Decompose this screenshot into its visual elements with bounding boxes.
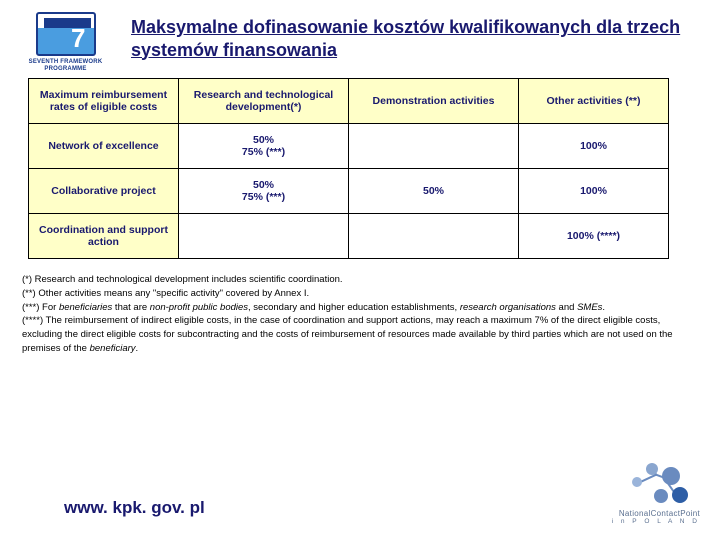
fp7-icon <box>36 12 96 56</box>
ncp-logo: NationalContactPoint i n P O L A N D <box>610 463 700 526</box>
cell: 100% <box>519 124 669 169</box>
table-row: Coordination and support action 100% (**… <box>29 214 669 259</box>
page-title: Maksymalne dofinasowanie kosztów kwalifi… <box>131 12 702 61</box>
ncp-graph-icon <box>610 463 700 507</box>
cell: 100% (****) <box>519 214 669 259</box>
footnote: (**) Other activities means any "specifi… <box>22 287 698 301</box>
header: SEVENTH FRAMEWORK PROGRAMME Maksymalne d… <box>18 12 702 72</box>
cell <box>349 214 519 259</box>
ncp-line2: i n P O L A N D <box>610 518 700 526</box>
cell: 50% 75% (***) <box>179 169 349 214</box>
cell: 100% <box>519 169 669 214</box>
col-header: Demonstration activities <box>349 79 519 124</box>
col-header: Maximum reimbursement rates of eligible … <box>29 79 179 124</box>
reimbursement-table: Maximum reimbursement rates of eligible … <box>28 78 669 259</box>
cell: 50% 75% (***) <box>179 124 349 169</box>
ncp-line1: NationalContactPoint <box>610 509 700 519</box>
fp7-subtitle: SEVENTH FRAMEWORK PROGRAMME <box>18 59 113 72</box>
ncp-text: NationalContactPoint i n P O L A N D <box>610 509 700 526</box>
row-label: Network of excellence <box>29 124 179 169</box>
footnotes: (*) Research and technological developme… <box>22 273 698 356</box>
cell <box>179 214 349 259</box>
fp7-logo: SEVENTH FRAMEWORK PROGRAMME <box>18 12 113 72</box>
row-label: Coordination and support action <box>29 214 179 259</box>
table-row: Network of excellence 50% 75% (***) 100% <box>29 124 669 169</box>
col-header: Research and technological development(*… <box>179 79 349 124</box>
footnote: (***) For beneficiaries that are non-pro… <box>22 301 698 315</box>
cell <box>349 124 519 169</box>
footer-url: www. kpk. gov. pl <box>64 498 205 518</box>
col-header: Other activities (**) <box>519 79 669 124</box>
table-row: Collaborative project 50% 75% (***) 50% … <box>29 169 669 214</box>
footnote: (*) Research and technological developme… <box>22 273 698 287</box>
table-header-row: Maximum reimbursement rates of eligible … <box>29 79 669 124</box>
row-label: Collaborative project <box>29 169 179 214</box>
footnote: (****) The reimbursement of indirect eli… <box>22 314 698 355</box>
cell: 50% <box>349 169 519 214</box>
